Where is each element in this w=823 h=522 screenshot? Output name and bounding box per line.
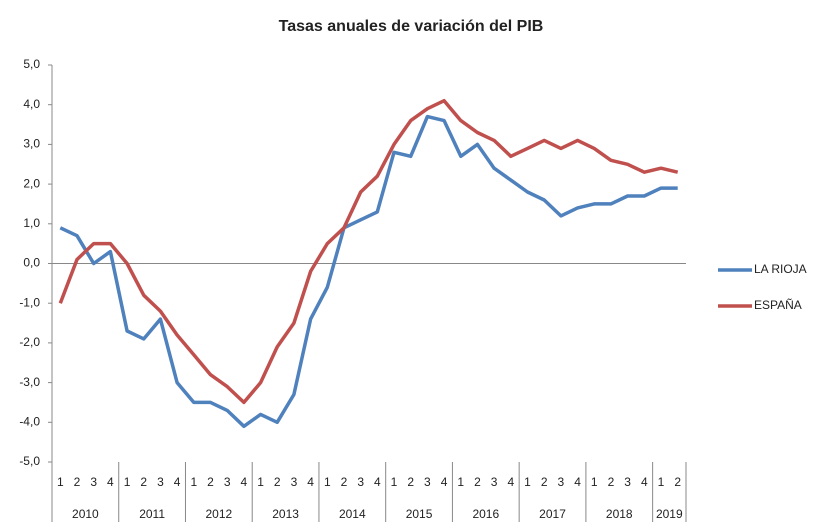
x-tick-label: 3 <box>558 475 565 489</box>
x-tick-label: 3 <box>291 475 298 489</box>
year-label: 2012 <box>205 507 232 521</box>
x-tick-label: 2 <box>74 475 81 489</box>
x-tick-label: 2 <box>207 475 214 489</box>
year-label: 2018 <box>606 507 633 521</box>
y-tick-label: 1,0 <box>23 216 40 230</box>
x-tick-label: 1 <box>591 475 598 489</box>
y-tick-label: 4,0 <box>23 97 40 111</box>
x-tick-label: 2 <box>608 475 615 489</box>
x-tick-label: 4 <box>507 475 514 489</box>
x-tick-label: 4 <box>641 475 648 489</box>
x-tick-label: 2 <box>140 475 147 489</box>
y-tick-label: -4,0 <box>19 414 40 428</box>
x-tick-label: 2 <box>407 475 414 489</box>
legend-label: ESPAÑA <box>754 298 802 312</box>
year-label: 2014 <box>339 507 366 521</box>
x-tick-label: 4 <box>241 475 248 489</box>
x-tick-label: 1 <box>324 475 331 489</box>
x-tick-label: 4 <box>441 475 448 489</box>
year-label: 2013 <box>272 507 299 521</box>
y-tick-label: -5,0 <box>19 454 40 468</box>
x-tick-label: 3 <box>90 475 97 489</box>
x-tick-label: 2 <box>341 475 348 489</box>
year-label: 2011 <box>139 507 165 521</box>
y-tick-label: 2,0 <box>23 176 40 190</box>
y-tick-label: 5,0 <box>23 57 40 71</box>
year-label: 2019 <box>656 507 683 521</box>
x-tick-label: 3 <box>157 475 164 489</box>
year-label: 2016 <box>472 507 499 521</box>
series-line <box>59 114 678 429</box>
y-tick-label: -3,0 <box>19 375 40 389</box>
x-tick-label: 3 <box>224 475 231 489</box>
x-tick-label: 4 <box>174 475 181 489</box>
x-tick-label: 2 <box>674 475 681 489</box>
x-tick-label: 1 <box>57 475 64 489</box>
legend-label: LA RIOJA <box>754 262 807 276</box>
x-tick-label: 4 <box>574 475 581 489</box>
x-tick-label: 1 <box>257 475 264 489</box>
x-tick-label: 3 <box>491 475 498 489</box>
y-tick-label: 0,0 <box>23 256 40 270</box>
x-tick-label: 4 <box>107 475 114 489</box>
year-label: 2010 <box>72 507 99 521</box>
year-label: 2015 <box>406 507 433 521</box>
x-tick-label: 2 <box>541 475 548 489</box>
x-tick-label: 4 <box>374 475 381 489</box>
x-tick-label: 3 <box>424 475 431 489</box>
year-label: 2017 <box>539 507 566 521</box>
x-tick-label: 3 <box>624 475 631 489</box>
x-tick-label: 2 <box>274 475 281 489</box>
x-tick-label: 1 <box>391 475 398 489</box>
x-tick-label: 4 <box>307 475 314 489</box>
y-tick-label: -1,0 <box>19 295 40 309</box>
x-tick-label: 1 <box>524 475 531 489</box>
series-line <box>58 98 679 405</box>
chart-title: Tasas anuales de variación del PIB <box>279 18 544 35</box>
x-tick-label: 1 <box>457 475 464 489</box>
x-tick-label: 2 <box>474 475 481 489</box>
x-tick-label: 3 <box>357 475 364 489</box>
x-tick-label: 1 <box>658 475 665 489</box>
x-tick-label: 1 <box>124 475 131 489</box>
x-tick-label: 1 <box>190 475 197 489</box>
y-tick-label: 3,0 <box>23 137 40 151</box>
y-tick-label: -2,0 <box>19 335 40 349</box>
